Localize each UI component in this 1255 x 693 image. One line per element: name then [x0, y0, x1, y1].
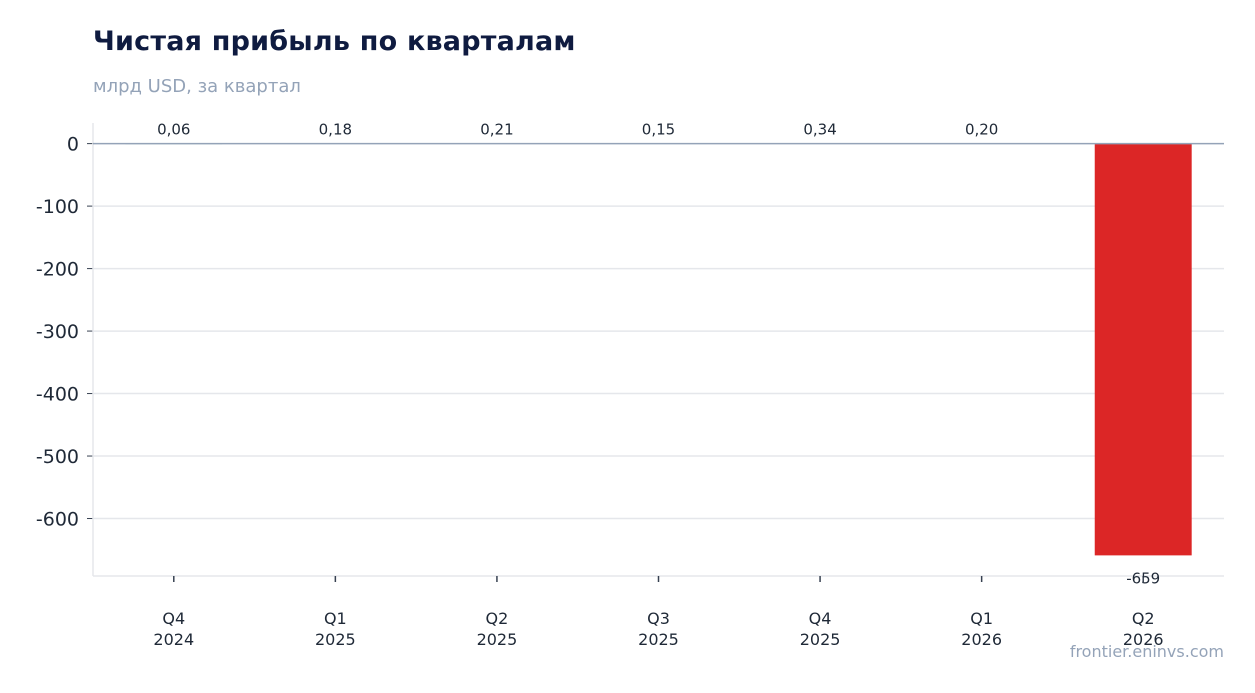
data-label: 0,34: [803, 120, 836, 138]
x-tick-label: Q1: [324, 609, 347, 628]
data-label: -659: [1126, 569, 1160, 587]
x-tick-label: Q2: [1132, 609, 1155, 628]
bars: [125, 143, 1192, 556]
axes: 0 -100 -200 -300 -400 -500 -600 Q4 2024 Q1 2025 Q2 2…: [36, 123, 1224, 649]
x-tick-label-year: 2026: [1123, 630, 1164, 649]
x-tick-label: Q1: [970, 609, 993, 628]
x-tick-label-year: 2025: [315, 630, 356, 649]
data-label: 0,06: [157, 121, 190, 139]
chart-subtitle: млрд USD, за квартал: [93, 76, 301, 97]
y-tick-label: -400: [36, 384, 79, 406]
x-tick-label: Q4: [162, 609, 185, 628]
y-tick-label: -500: [36, 446, 79, 468]
x-tick-label: Q3: [647, 609, 670, 628]
x-tick-label-year: 2025: [800, 630, 841, 649]
x-tick-label: Q4: [809, 609, 832, 628]
x-tick-label-year: 2024: [153, 630, 194, 649]
data-label: 0,15: [642, 121, 675, 139]
y-tick-label: -100: [36, 196, 79, 218]
y-tick-label: -300: [36, 321, 79, 343]
chart-title: Чистая прибыль по кварталам: [93, 26, 576, 57]
x-tick-label-year: 2025: [477, 630, 518, 649]
data-label: 0,21: [480, 120, 513, 138]
x-tick-label-year: 2026: [961, 630, 1002, 649]
source-note: frontier.eninvs.com: [1069, 642, 1224, 661]
y-tick-label: -200: [36, 259, 79, 281]
gridlines: [93, 205, 1224, 520]
y-tick-label: 0: [67, 134, 79, 156]
y-tick-label: -600: [36, 509, 79, 531]
data-label: 0,18: [319, 121, 352, 139]
x-tick-label: Q2: [486, 609, 509, 628]
bar: [1094, 143, 1192, 556]
x-tick-label-year: 2025: [638, 630, 679, 649]
data-labels: 0,06 0,18 0,21 0,15 0,34 0,20 -659: [157, 120, 1160, 587]
data-label: 0,20: [965, 120, 998, 138]
